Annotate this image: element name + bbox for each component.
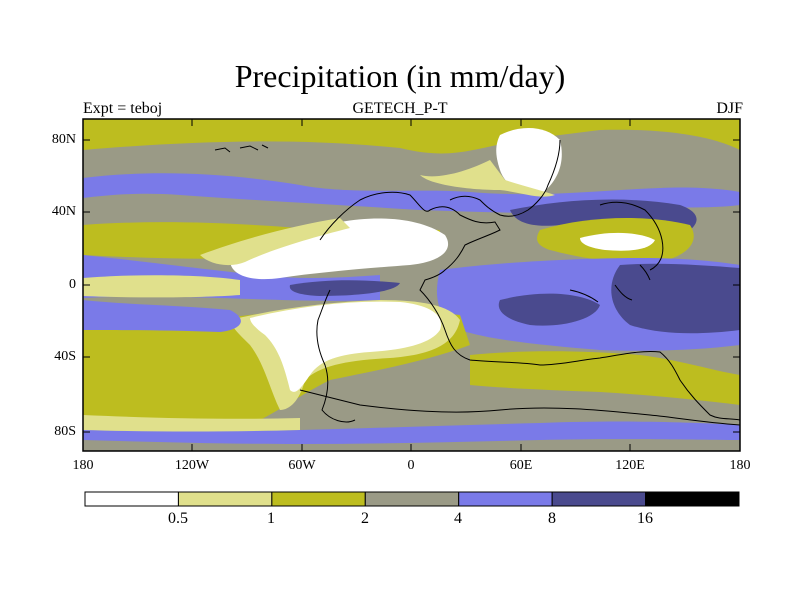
- arctic-pale: [420, 160, 555, 197]
- lon-tick-60e: 60E: [509, 458, 533, 473]
- axis-ticks: [82, 119, 741, 451]
- south-pale-band: [83, 415, 300, 432]
- colorbar-swatch-0: [84, 491, 179, 507]
- coastline-east-asia: [599, 201, 664, 271]
- lat-tick-80n: 80N: [51, 132, 76, 147]
- map-title: Precipitation (in mm/day): [234, 58, 566, 94]
- coastline-south-america: [316, 289, 356, 423]
- colorbar-swatch-2: [271, 491, 366, 507]
- season-label: DJF: [716, 100, 743, 117]
- colorbar: [84, 491, 740, 507]
- colorbar-swatch-3: [364, 491, 460, 507]
- lon-tick-180e: 180: [729, 458, 751, 473]
- tropical-navy-center: [498, 293, 600, 326]
- dataset-label: GETECH_P-T: [352, 100, 448, 117]
- coastline-islands: [569, 264, 651, 303]
- lon-tick-60w: 60W: [288, 458, 316, 473]
- colorbar-swatch-1: [177, 491, 273, 507]
- south-blue-west: [83, 300, 241, 332]
- equator-pale: [83, 275, 240, 298]
- lat-tick-40s: 40S: [54, 349, 76, 364]
- lat-tick-40n: 40N: [51, 204, 76, 219]
- colorbar-label-16: 16: [637, 510, 653, 527]
- lon-tick-120e: 120E: [615, 458, 645, 473]
- north-olive-band: [83, 119, 740, 154]
- coastline-asia: [449, 139, 561, 217]
- lat-tick-0: 0: [69, 277, 76, 292]
- coastlines: [214, 139, 740, 426]
- south-blue-band: [83, 421, 740, 444]
- lon-tick-0: 0: [407, 458, 415, 473]
- colorbar-label-0-5: 0.5: [168, 510, 188, 527]
- equator-navy: [289, 280, 400, 296]
- lon-tick-120w: 120W: [174, 458, 210, 473]
- north-subtropic-white: [230, 218, 449, 280]
- coastline-antarctic: [299, 389, 740, 426]
- precipitation-field: [83, 119, 740, 451]
- coastline-arctic-islands: [214, 144, 269, 153]
- arctic-white: [496, 128, 562, 195]
- colorbar-label-8: 8: [548, 510, 556, 527]
- colorbar-label-1: 1: [267, 510, 275, 527]
- colorbar-swatch-6: [645, 491, 740, 507]
- experiment-label: Expt = teboj: [83, 100, 163, 117]
- tropical-navy-east: [611, 263, 740, 334]
- colorbar-swatch-5: [551, 491, 647, 507]
- north-subtropic-pale: [200, 218, 350, 266]
- colorbar-label-2: 2: [361, 510, 369, 527]
- colorbar-label-4: 4: [454, 510, 462, 527]
- lat-tick-80s: 80S: [54, 424, 76, 439]
- asia-white: [580, 232, 655, 251]
- lon-tick-180w: 180: [72, 458, 94, 473]
- colorbar-swatch-4: [458, 491, 553, 507]
- south-subtropic-white: [250, 301, 441, 392]
- coastline-north-america-africa: [319, 191, 740, 421]
